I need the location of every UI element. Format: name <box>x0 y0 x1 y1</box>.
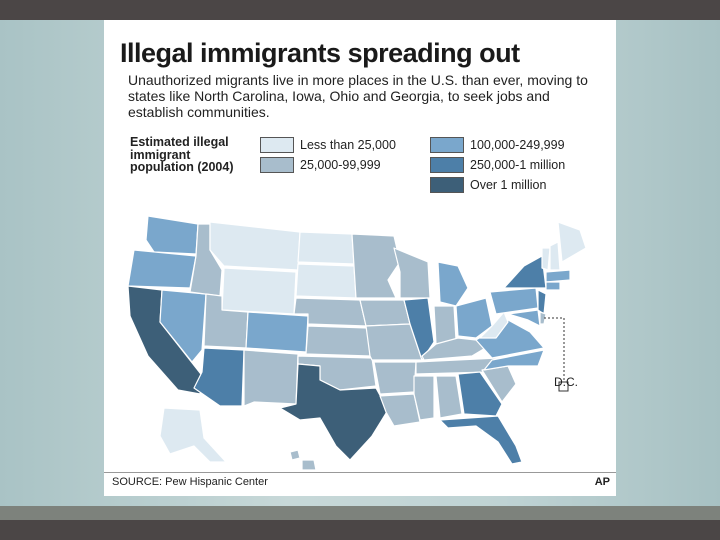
state-la <box>379 393 421 427</box>
legend-heading-line-1: Estimated illegal <box>130 135 229 149</box>
legend-item-over-1m: Over 1 million <box>430 177 546 193</box>
legend-swatch <box>430 157 464 173</box>
legend-label: 25,000-99,999 <box>300 158 381 172</box>
state-mo <box>365 323 423 361</box>
state-nh <box>549 241 561 271</box>
state-in <box>433 305 457 345</box>
state-me <box>557 221 587 263</box>
us-states-map <box>127 215 587 471</box>
state-mt <box>209 221 301 271</box>
state-ak <box>159 407 227 463</box>
state-hi-1 <box>289 449 301 461</box>
state-nj <box>537 289 547 315</box>
state-ia <box>359 299 411 327</box>
state-nd <box>297 231 355 265</box>
state-or <box>127 249 197 289</box>
legend-swatch <box>430 137 464 153</box>
state-wy <box>221 267 297 315</box>
legend-item-250k-1m: 250,000-1 million <box>430 157 565 173</box>
state-fl <box>439 415 523 465</box>
legend-heading: Estimated illegal immigrant population (… <box>130 136 250 174</box>
state-al <box>435 375 463 419</box>
state-wi <box>393 247 431 299</box>
slide-bottom-band <box>0 506 720 540</box>
dc-marker <box>558 381 569 392</box>
legend-swatch <box>430 177 464 193</box>
state-ks <box>305 325 371 357</box>
state-de <box>539 311 547 325</box>
legend-item-100k-250k: 100,000-249,999 <box>430 137 565 153</box>
slide-top-band <box>0 0 720 20</box>
state-ar <box>373 361 417 395</box>
state-pa <box>489 287 539 315</box>
ap-credit: AP <box>594 476 610 488</box>
legend-heading-line-2: immigrant <box>130 147 191 162</box>
state-mi <box>437 261 469 307</box>
state-vt <box>541 247 551 271</box>
state-nm <box>243 349 299 407</box>
legend-label: Less than 25,000 <box>300 138 396 152</box>
state-wv <box>479 311 509 339</box>
legend-swatch <box>260 137 294 153</box>
legend-label: 100,000-249,999 <box>470 138 565 152</box>
state-co <box>245 311 309 353</box>
legend-heading-line-3: population (2004) <box>130 160 234 174</box>
state-nc <box>483 349 545 371</box>
legend-item-less-than-25k: Less than 25,000 <box>260 137 396 153</box>
legend-label: Over 1 million <box>470 178 547 192</box>
state-az <box>193 347 245 407</box>
legend-swatch <box>260 157 294 173</box>
state-ga <box>457 371 503 417</box>
map-title: Illegal immigrants spreading out <box>120 38 520 68</box>
state-oh <box>455 297 493 339</box>
dc-leader-line <box>544 317 565 382</box>
state-mn <box>351 233 401 299</box>
dc-label: D.C. <box>554 375 578 389</box>
legend-label: 250,000-1 million <box>470 158 566 172</box>
bottom-stripe <box>0 506 720 520</box>
state-md <box>507 309 541 327</box>
state-tx <box>279 363 389 461</box>
map-subtitle: Unauthorized migrants live in more place… <box>128 72 588 120</box>
map-graphic-card: Illegal immigrants spreading out Unautho… <box>104 20 616 496</box>
state-ct <box>545 281 561 291</box>
footer-rule <box>104 472 616 473</box>
state-ny <box>503 255 547 289</box>
source-credit: SOURCE: Pew Hispanic Center <box>112 476 268 488</box>
state-ma <box>545 269 571 283</box>
state-hi-2 <box>301 459 317 471</box>
state-ms <box>413 375 435 421</box>
state-wa <box>145 215 199 255</box>
state-sd <box>295 263 357 299</box>
legend-item-25k-100k: 25,000-99,999 <box>260 157 381 173</box>
